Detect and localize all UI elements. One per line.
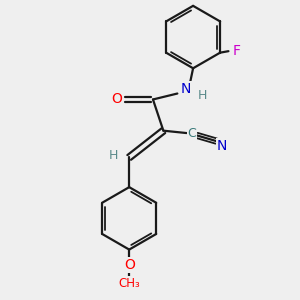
Text: O: O (111, 92, 122, 106)
Text: H: H (109, 149, 119, 162)
Text: N: N (181, 82, 191, 96)
Text: F: F (232, 44, 241, 58)
Text: CH₃: CH₃ (118, 277, 140, 290)
Text: O: O (124, 258, 135, 272)
Text: H: H (197, 88, 207, 101)
Text: N: N (217, 140, 227, 153)
Text: C: C (188, 127, 196, 140)
